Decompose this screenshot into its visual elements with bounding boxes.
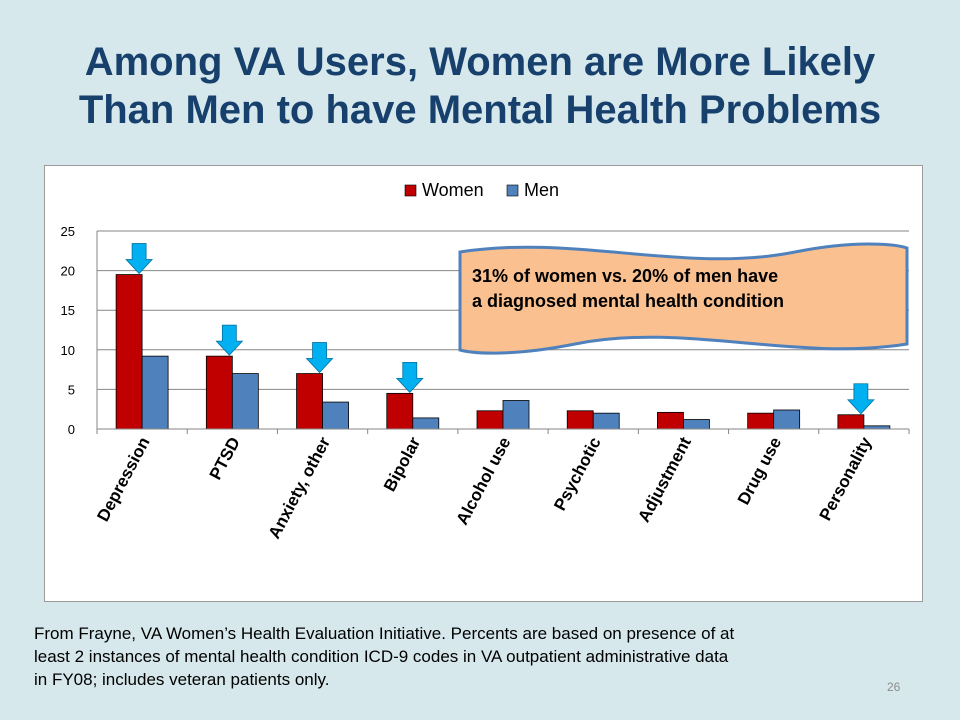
highlight-arrow (215, 324, 244, 356)
highlight-arrow (305, 342, 334, 374)
callout-shape (458, 242, 909, 355)
legend-swatch-men (506, 184, 519, 197)
bar-women (296, 373, 323, 430)
x-category-label: PTSD (206, 434, 244, 483)
x-category-label: Psychotic (550, 434, 604, 514)
bar-men (231, 373, 259, 430)
highlight-arrow (395, 361, 424, 393)
y-tick-label: 0 (68, 422, 75, 437)
callout-line-1: 31% of women vs. 20% of men have (472, 266, 779, 286)
y-tick-label: 15 (61, 303, 75, 318)
source-line-2: least 2 instances of mental health condi… (34, 647, 729, 666)
bar-men (773, 409, 801, 430)
y-tick-label: 25 (61, 224, 75, 239)
bar-men (683, 419, 710, 430)
bar-women (657, 411, 684, 430)
highlight-arrow (125, 243, 154, 275)
x-category-label: Depression (93, 434, 153, 525)
x-category-label: Alcohol use (453, 434, 515, 528)
title-line-1: Among VA Users, Women are More Likely (84, 40, 876, 84)
bar-men (322, 401, 349, 430)
x-category-label: Adjustment (634, 434, 695, 526)
legend-swatch-women (404, 184, 417, 197)
bar-women (115, 274, 143, 430)
bar-men (592, 412, 620, 430)
y-tick-label: 10 (61, 343, 75, 358)
slide-title: Among VA Users, Women are More Likely Th… (0, 38, 960, 134)
bar-chart: 0510152025PercentDepressionPTSDAnxiety, … (61, 180, 910, 542)
bar-women (205, 355, 233, 430)
bar-men (502, 400, 530, 430)
legend-label-women: Women (422, 180, 484, 200)
bar-women (747, 412, 775, 430)
bar-women (386, 392, 414, 430)
y-tick-label: 20 (61, 264, 75, 279)
source-line-3: in FY08; includes veteran patients only. (34, 670, 330, 689)
callout-line-2: a diagnosed mental health condition (472, 291, 785, 311)
slide-number: 26 (887, 680, 901, 694)
callout-wave-banner (458, 242, 909, 355)
x-category-label: Bipolar (380, 434, 424, 495)
title-line-2: Than Men to have Mental Health Problems (78, 88, 882, 132)
x-category-label: Drug use (734, 434, 785, 508)
callout: 31% of women vs. 20% of men have a diagn… (455, 240, 915, 360)
x-category-label: Personality (816, 433, 876, 523)
callout-text: 31% of women vs. 20% of men have a diagn… (472, 264, 902, 314)
source-line-1: From Frayne, VA Women’s Health Evaluatio… (34, 624, 735, 643)
bar-men (412, 417, 440, 430)
bar-men (141, 355, 169, 430)
bar-women (837, 414, 865, 430)
source-note: From Frayne, VA Women’s Health Evaluatio… (34, 622, 924, 691)
chart-frame: 0510152025PercentDepressionPTSDAnxiety, … (44, 165, 923, 602)
x-category-label: Anxiety, other (265, 434, 335, 542)
y-tick-label: 5 (68, 382, 75, 397)
bar-women (566, 410, 594, 430)
highlight-arrow (846, 383, 875, 415)
legend-label-men: Men (524, 180, 559, 200)
bar-women (476, 410, 504, 430)
